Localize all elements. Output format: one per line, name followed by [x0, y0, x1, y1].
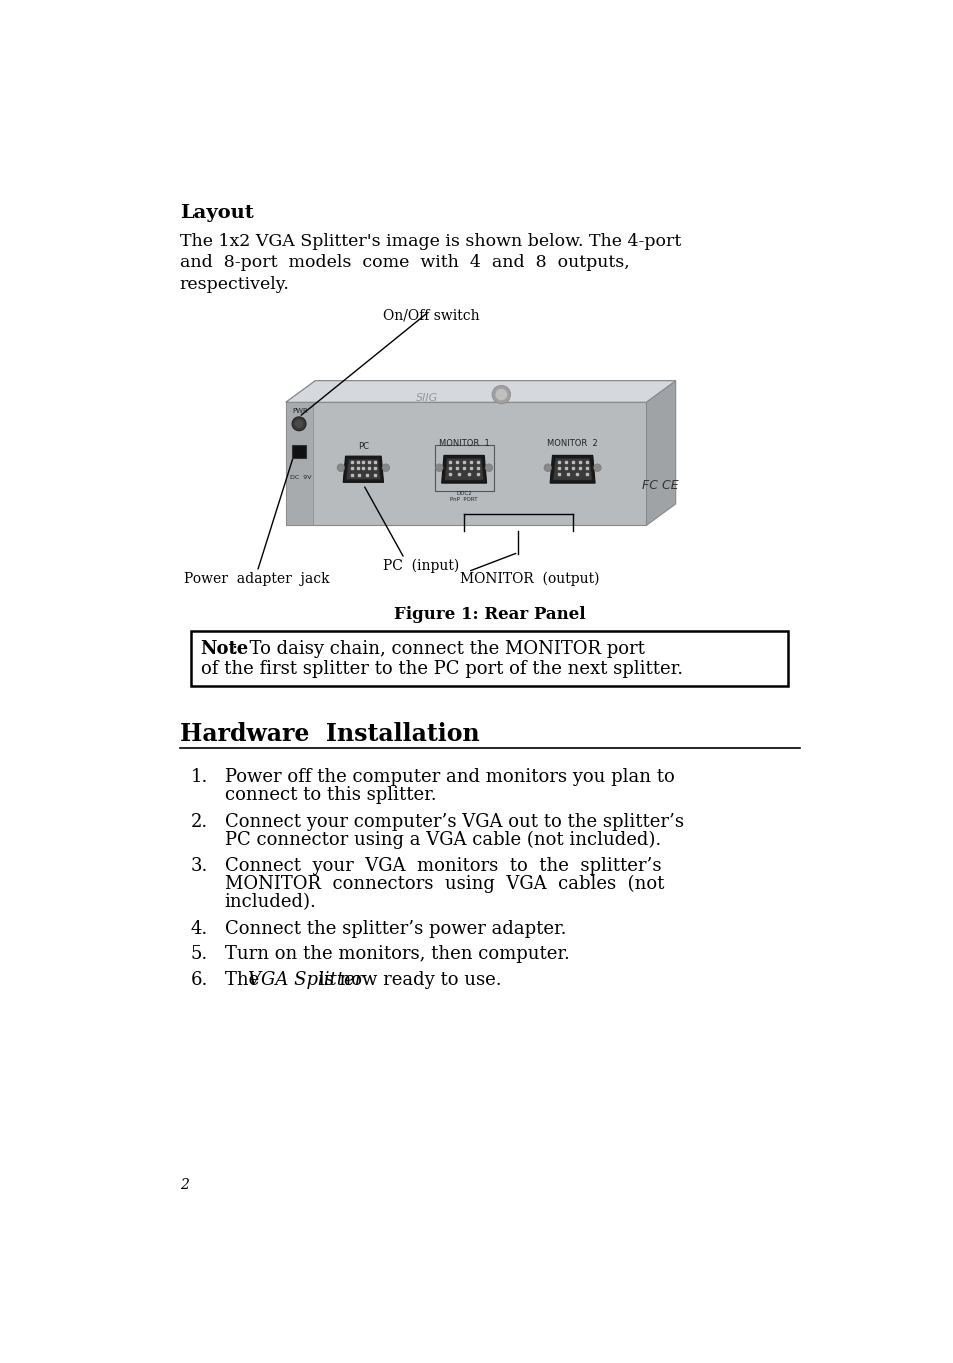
Text: The 1x2 VGA Splitter's image is shown below. The 4-port: The 1x2 VGA Splitter's image is shown be… [179, 233, 680, 249]
Circle shape [484, 463, 493, 472]
Text: 1.: 1. [191, 767, 208, 786]
Text: Connect your computer’s VGA out to the splitter’s: Connect your computer’s VGA out to the s… [224, 812, 683, 830]
Polygon shape [286, 380, 675, 402]
Text: On/Off switch: On/Off switch [382, 308, 478, 322]
Text: Connect the splitter’s power adapter.: Connect the splitter’s power adapter. [224, 920, 565, 938]
Polygon shape [286, 380, 675, 402]
Text: The: The [224, 970, 264, 988]
Text: 4.: 4. [191, 920, 208, 938]
Text: MONITOR  connectors  using  VGA  cables  (not: MONITOR connectors using VGA cables (not [224, 875, 663, 893]
Text: is now ready to use.: is now ready to use. [313, 970, 501, 988]
Text: PC  (input): PC (input) [382, 559, 458, 572]
Circle shape [492, 386, 510, 403]
Text: FC CE: FC CE [641, 480, 679, 492]
Polygon shape [441, 455, 486, 483]
Text: respectively.: respectively. [179, 275, 290, 293]
Text: VGA Splitter: VGA Splitter [248, 970, 363, 988]
Text: and  8-port  models  come  with  4  and  8  outputs,: and 8-port models come with 4 and 8 outp… [179, 255, 629, 271]
Bar [192, 631, 787, 687]
Text: 6.: 6. [191, 970, 208, 988]
Polygon shape [553, 458, 592, 480]
Text: :  To daisy chain, connect the MONITOR port: : To daisy chain, connect the MONITOR po… [232, 641, 644, 658]
Circle shape [292, 417, 306, 431]
Text: DC  9V: DC 9V [290, 476, 311, 480]
Text: connect to this splitter.: connect to this splitter. [224, 785, 436, 804]
Circle shape [495, 388, 507, 401]
Polygon shape [444, 458, 483, 480]
Circle shape [435, 463, 443, 472]
Text: Power  adapter  jack: Power adapter jack [183, 571, 329, 586]
Polygon shape [550, 455, 595, 483]
Text: 2: 2 [179, 1179, 189, 1193]
Text: of the first splitter to the PC port of the next splitter.: of the first splitter to the PC port of … [200, 660, 682, 679]
Polygon shape [343, 457, 383, 483]
Text: Power off the computer and monitors you plan to: Power off the computer and monitors you … [224, 767, 674, 786]
Polygon shape [346, 459, 380, 480]
Text: included).: included). [224, 893, 316, 910]
Text: MONITOR  (output): MONITOR (output) [459, 571, 599, 586]
Text: 2.: 2. [191, 812, 208, 830]
Bar [286, 402, 313, 526]
Text: Hardware  Installation: Hardware Installation [179, 722, 478, 746]
Text: 3.: 3. [191, 857, 208, 875]
Bar [292, 444, 306, 458]
Text: Figure 1: Rear Panel: Figure 1: Rear Panel [394, 607, 585, 623]
Text: PC: PC [357, 443, 369, 451]
Circle shape [336, 463, 344, 472]
Text: Connect  your  VGA  monitors  to  the  splitter’s: Connect your VGA monitors to the splitte… [224, 857, 660, 875]
Text: Note: Note [200, 641, 249, 658]
Circle shape [543, 463, 551, 472]
Polygon shape [645, 380, 675, 526]
Circle shape [381, 463, 390, 472]
Bar [435, 444, 493, 491]
Circle shape [294, 420, 303, 428]
Bar [286, 402, 645, 526]
Text: MONITOR  1: MONITOR 1 [438, 439, 489, 448]
Circle shape [593, 463, 600, 472]
Text: PC connector using a VGA cable (not included).: PC connector using a VGA cable (not incl… [224, 830, 660, 849]
Text: 5.: 5. [191, 945, 208, 964]
Text: PWR: PWR [292, 409, 308, 414]
Text: MONITOR  2: MONITOR 2 [547, 439, 598, 448]
Text: DDC2
PnP  PORT: DDC2 PnP PORT [450, 491, 477, 502]
Text: Turn on the monitors, then computer.: Turn on the monitors, then computer. [224, 945, 569, 964]
Text: Layout: Layout [179, 203, 253, 222]
Text: SIIG: SIIG [416, 393, 437, 403]
